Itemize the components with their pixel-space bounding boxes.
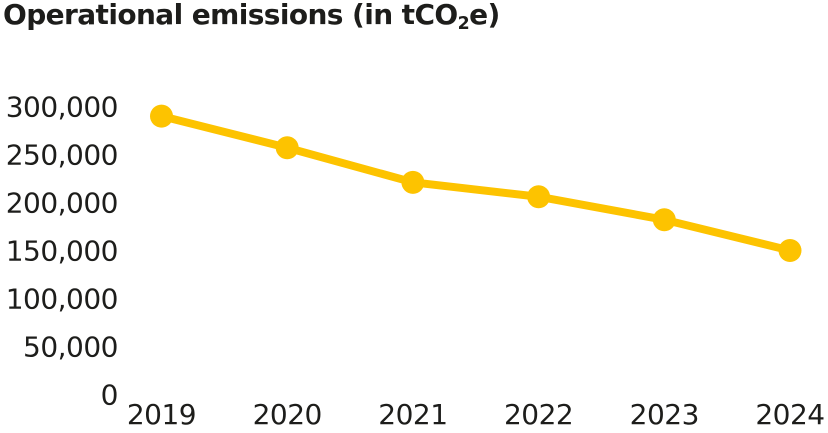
x-axis-tick-label: 2024 xyxy=(755,398,824,431)
emissions-line xyxy=(160,112,791,255)
chart-title: Operational emissions (in tCO2e) xyxy=(3,0,500,41)
data-point-marker-2023 xyxy=(652,208,676,232)
chart-title-suffix: e) xyxy=(469,0,500,31)
y-axis-tick-label: 100,000 xyxy=(6,283,118,316)
chart-title-text: Operational emissions (in tCO xyxy=(3,0,458,31)
data-point-marker-2019 xyxy=(150,104,173,128)
data-point-marker-2024 xyxy=(778,239,802,262)
x-axis-tick-label: 2020 xyxy=(253,398,322,431)
x-axis-tick-label: 2019 xyxy=(127,398,196,431)
data-point-marker-2022 xyxy=(527,185,551,209)
data-point-marker-2020 xyxy=(275,136,299,160)
y-axis-tick-label: 150,000 xyxy=(6,235,118,268)
y-axis-tick-label: 50,000 xyxy=(23,331,118,364)
x-axis-tick-label: 2022 xyxy=(504,398,573,431)
y-axis-tick-label: 300,000 xyxy=(6,91,118,124)
y-axis-tick-label: 0 xyxy=(101,379,118,412)
chart-title-subscript: 2 xyxy=(457,13,470,34)
y-axis-tick-label: 200,000 xyxy=(6,187,118,220)
x-axis-tick-label: 2021 xyxy=(378,398,447,431)
x-axis-tick-label: 2023 xyxy=(630,398,699,431)
y-axis-tick-label: 250,000 xyxy=(6,139,118,172)
data-point-marker-2021 xyxy=(401,170,425,194)
